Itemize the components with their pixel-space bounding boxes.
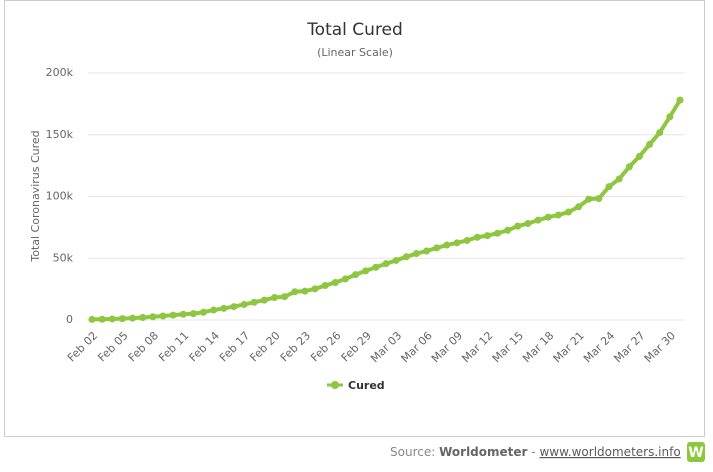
point <box>666 113 674 121</box>
point <box>149 313 157 321</box>
point <box>240 300 248 308</box>
point <box>605 183 613 191</box>
point <box>301 287 309 295</box>
logo: W <box>688 445 703 461</box>
point <box>98 315 106 323</box>
point <box>646 140 654 148</box>
point <box>595 195 603 203</box>
point <box>230 303 238 311</box>
point <box>260 296 268 304</box>
point <box>443 241 451 249</box>
point <box>220 304 228 312</box>
point <box>534 216 542 224</box>
source-label: Source: Worldometer - www.worldometers.i… <box>390 445 681 459</box>
point <box>281 293 289 301</box>
point <box>372 263 380 271</box>
point <box>108 315 116 323</box>
point <box>179 310 187 318</box>
point <box>544 213 552 221</box>
point <box>331 278 339 286</box>
point <box>656 129 664 137</box>
point <box>362 267 370 275</box>
source-separator: - <box>531 445 535 459</box>
legend-label[interactable]: Cured <box>348 379 385 392</box>
point <box>392 256 400 264</box>
point <box>352 271 360 279</box>
logo-box <box>687 442 705 462</box>
y-tick-label: 50k <box>53 251 74 264</box>
point <box>321 282 329 290</box>
point <box>159 312 167 320</box>
point <box>635 152 643 160</box>
legend[interactable]: Cured <box>327 379 385 392</box>
point <box>625 163 633 171</box>
point <box>473 233 481 241</box>
point <box>585 195 593 203</box>
y-tick-label: 100k <box>46 190 74 203</box>
point <box>129 314 137 322</box>
point <box>169 311 177 319</box>
point <box>270 294 278 302</box>
chart-subtitle: (Linear Scale) <box>317 46 393 59</box>
point <box>311 285 319 293</box>
point <box>575 203 583 211</box>
point <box>412 250 420 258</box>
point <box>341 275 349 283</box>
y-tick-label: 0 <box>66 313 73 326</box>
point <box>615 175 623 183</box>
point <box>139 314 147 322</box>
point <box>402 253 410 261</box>
point <box>483 232 491 240</box>
point <box>433 244 441 252</box>
point <box>118 315 126 323</box>
point <box>200 308 208 316</box>
point <box>291 288 299 296</box>
source-name: Worldometer <box>439 445 527 459</box>
point <box>514 222 522 230</box>
source: Source: Worldometer - www.worldometers.i… <box>390 442 705 462</box>
point <box>210 306 218 314</box>
source-url[interactable]: www.worldometers.info <box>539 445 680 459</box>
y-tick-label: 150k <box>46 128 74 141</box>
point <box>423 247 431 255</box>
point <box>250 298 258 306</box>
point <box>554 211 562 219</box>
point <box>189 310 197 318</box>
point <box>382 260 390 268</box>
point <box>88 315 96 323</box>
chart-frame <box>4 0 705 437</box>
y-tick-label: 200k <box>46 66 74 79</box>
point <box>564 208 572 216</box>
chart-title: Total Cured <box>306 20 403 40</box>
point <box>453 239 461 247</box>
point <box>676 96 684 104</box>
point <box>463 236 471 244</box>
point <box>524 220 532 228</box>
point <box>494 229 502 237</box>
y-axis-label: Total Coronavirus Cured <box>29 130 42 262</box>
point <box>504 226 512 234</box>
source-prefix: Source: <box>390 445 435 459</box>
legend-marker <box>331 381 339 389</box>
